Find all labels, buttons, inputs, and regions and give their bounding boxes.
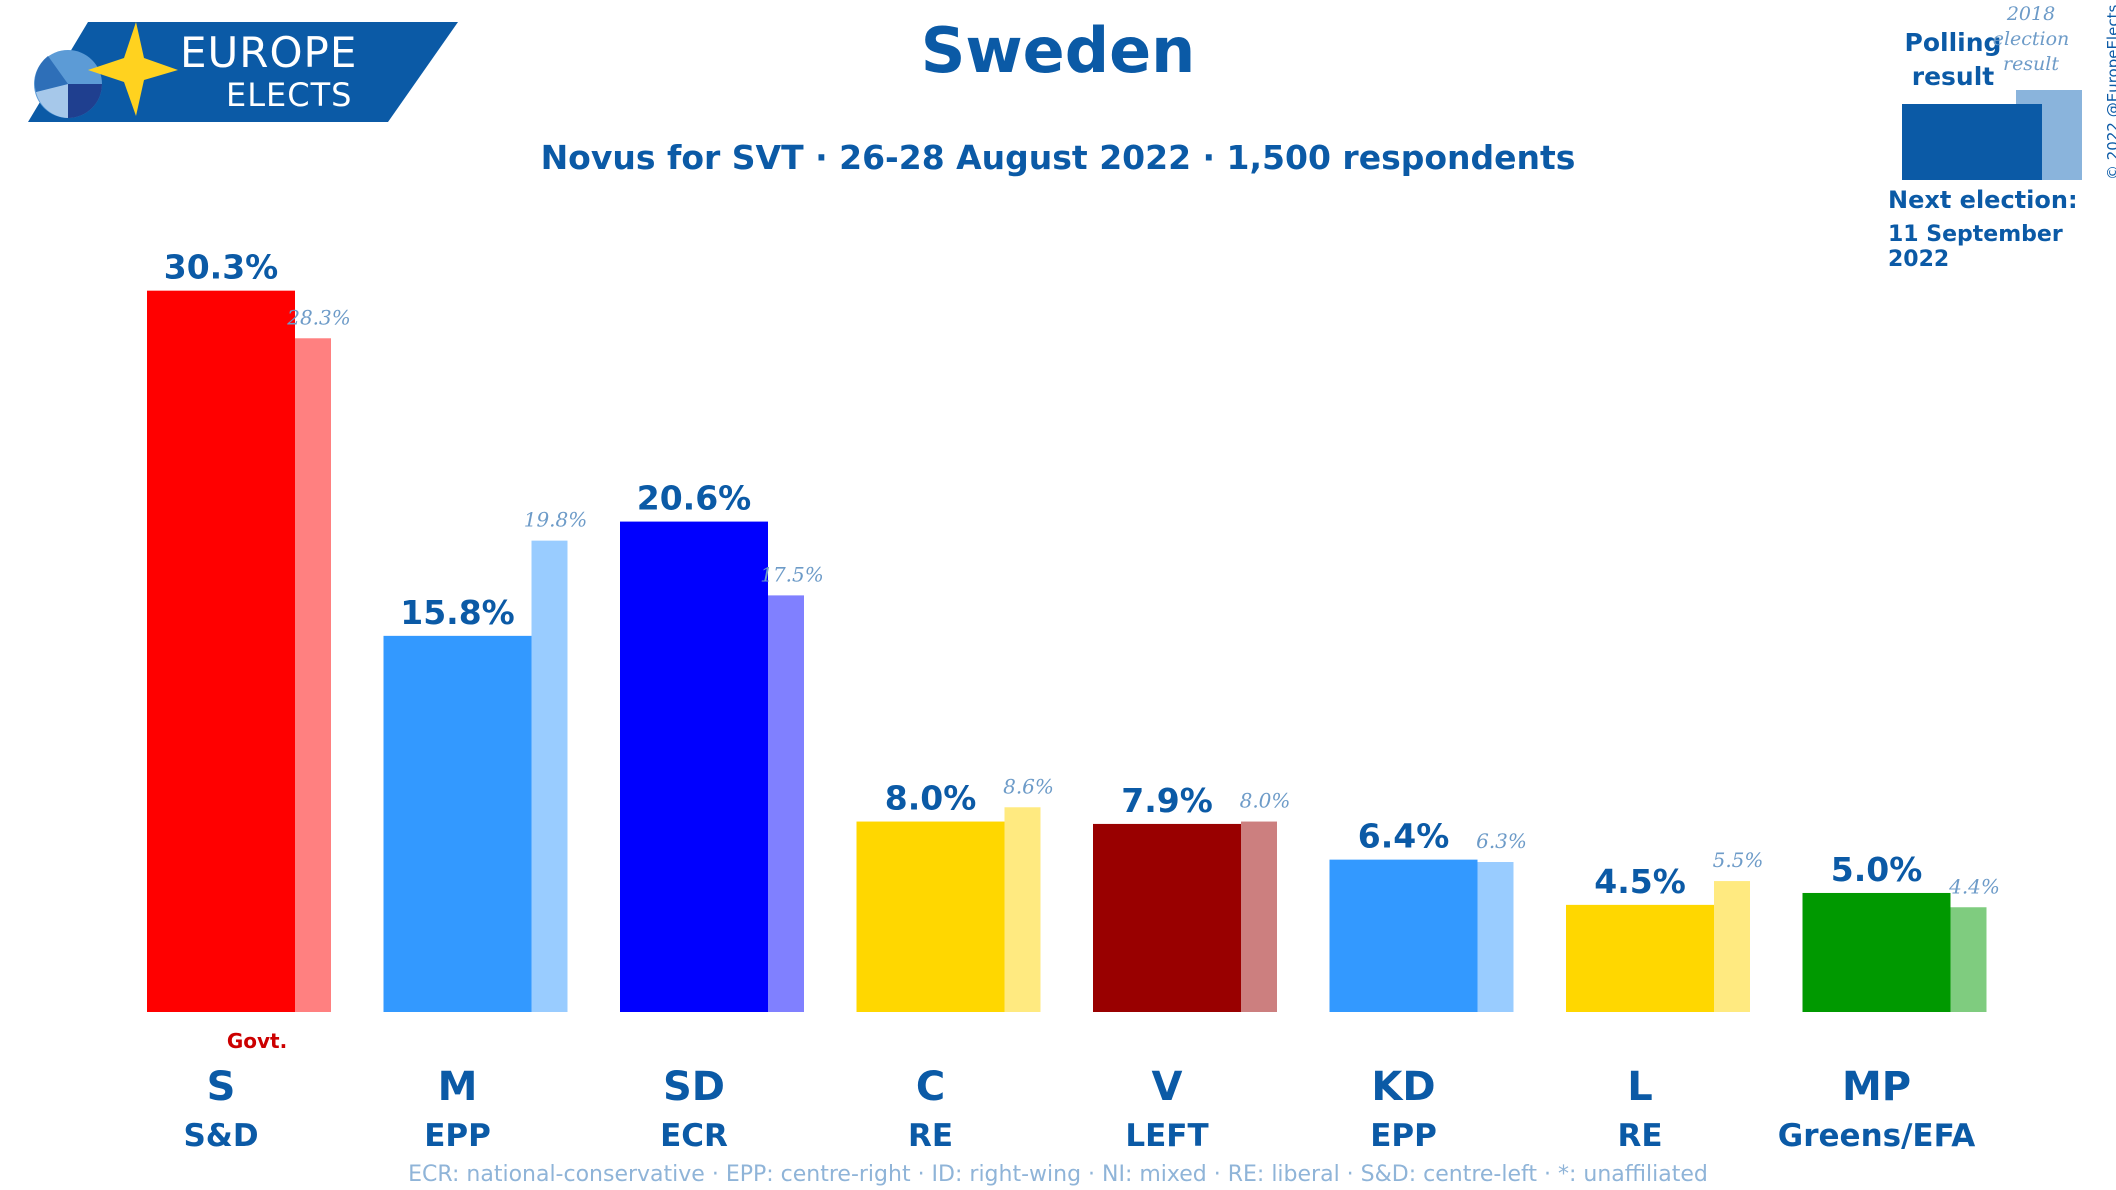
group-label-m: EPP	[424, 1118, 491, 1154]
legend-polling-label: Polling result	[1904, 28, 2002, 91]
category-label-s: S	[207, 1064, 236, 1110]
logo-text-elects: ELECTS	[226, 76, 353, 114]
data-label-previous-m: 19.8%	[524, 508, 588, 532]
data-label-previous-l: 5.5%	[1713, 848, 1764, 872]
category-label-mp: MP	[1842, 1064, 1911, 1110]
data-label-poll-s: 30.3%	[164, 248, 279, 287]
bar-previous-mp	[1950, 907, 1987, 1012]
bar-poll-v	[1093, 823, 1241, 1012]
category-label-c: C	[916, 1064, 945, 1110]
category-label-l: L	[1627, 1064, 1653, 1110]
logo-text-europe: EUROPE	[180, 28, 358, 77]
group-label-s: S&D	[183, 1118, 258, 1154]
next-election-date: 11 September 2022	[1888, 222, 2063, 272]
data-label-poll-c: 8.0%	[885, 779, 977, 818]
bar-previous-v	[1241, 821, 1277, 1012]
bar-previous-m	[531, 540, 568, 1012]
category-label-kd: KD	[1371, 1064, 1435, 1110]
data-label-previous-kd: 6.3%	[1476, 829, 1527, 853]
data-label-previous-s: 28.3%	[286, 305, 351, 329]
bar-previous-s	[295, 338, 331, 1012]
next-election-label: Next election:	[1888, 186, 2078, 214]
bar-poll-mp	[1802, 892, 1951, 1012]
group-label-kd: EPP	[1370, 1118, 1437, 1154]
bar-poll-c	[856, 821, 1005, 1012]
category-label-sd: SD	[663, 1064, 725, 1110]
data-label-poll-sd: 20.6%	[637, 479, 752, 518]
data-label-previous-v: 8.0%	[1240, 789, 1291, 813]
bar-previous-sd	[768, 595, 804, 1012]
data-label-poll-m: 15.8%	[400, 593, 515, 632]
data-label-poll-v: 7.9%	[1121, 781, 1213, 820]
bar-previous-c	[1004, 807, 1041, 1012]
bar-poll-sd	[620, 521, 768, 1012]
bar-poll-kd	[1329, 859, 1478, 1012]
chart-subtitle: Novus for SVT · 26-28 August 2022 · 1,50…	[540, 138, 1576, 177]
data-label-poll-kd: 6.4%	[1358, 817, 1450, 856]
category-label-v: V	[1152, 1064, 1183, 1110]
bar-previous-l	[1714, 881, 1750, 1012]
bar-previous-kd	[1477, 862, 1514, 1012]
group-legend-footnote: ECR: national-conservative · EPP: centre…	[408, 1162, 1708, 1187]
chart-title: Sweden	[920, 14, 1196, 87]
data-label-previous-mp: 4.4%	[1948, 874, 2000, 898]
data-label-previous-sd: 17.5%	[760, 562, 824, 586]
legend-previous-label: 2018 election result	[1992, 3, 2070, 75]
legend-polling-swatch	[1902, 104, 2042, 180]
legend-swatches	[1902, 90, 2082, 180]
bar-poll-l	[1566, 904, 1714, 1012]
europe-elects-logo	[28, 22, 458, 122]
category-label-m: M	[438, 1064, 478, 1110]
bar-poll-s	[147, 290, 295, 1012]
data-label-previous-c: 8.6%	[1003, 774, 1054, 798]
group-label-v: LEFT	[1125, 1118, 1208, 1154]
group-label-sd: ECR	[660, 1118, 728, 1154]
bar-poll-m	[383, 635, 532, 1012]
data-label-poll-l: 4.5%	[1594, 862, 1686, 901]
govt-annotation: Govt.	[227, 1029, 287, 1053]
data-label-poll-mp: 5.0%	[1831, 850, 1923, 889]
group-label-l: RE	[1617, 1118, 1662, 1154]
group-label-mp: Greens/EFA	[1778, 1118, 1975, 1154]
group-label-c: RE	[908, 1118, 953, 1154]
